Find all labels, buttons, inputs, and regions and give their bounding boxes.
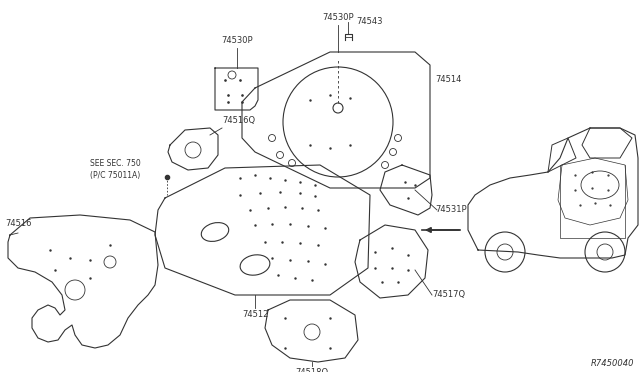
- Text: 74514: 74514: [435, 76, 461, 84]
- Text: 74512: 74512: [242, 310, 268, 319]
- Text: R7450040: R7450040: [591, 359, 634, 368]
- Text: 74543: 74543: [356, 17, 383, 26]
- Text: 74516Q: 74516Q: [222, 116, 255, 125]
- Text: 74518Q: 74518Q: [296, 368, 328, 372]
- Text: (P/C 75011A): (P/C 75011A): [90, 171, 140, 180]
- Text: SEE SEC. 750: SEE SEC. 750: [90, 159, 141, 168]
- Text: 74517Q: 74517Q: [432, 291, 465, 299]
- Text: 74530P: 74530P: [221, 36, 253, 45]
- Text: 74516: 74516: [5, 219, 31, 228]
- Text: 74531P: 74531P: [435, 205, 467, 215]
- Text: 74530P: 74530P: [322, 13, 354, 22]
